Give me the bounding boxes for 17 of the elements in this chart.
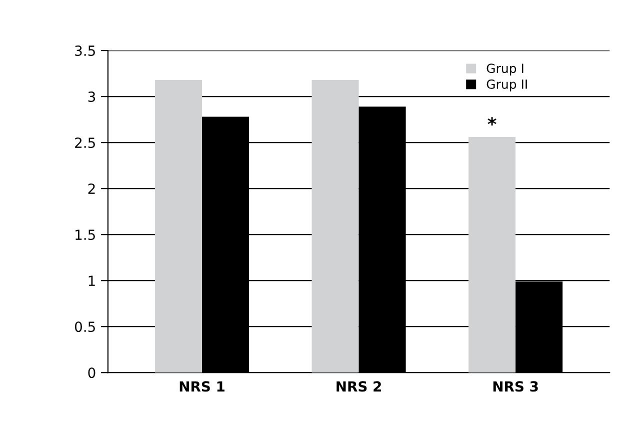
y-tick-label: 0	[88, 368, 96, 378]
bar	[312, 80, 359, 373]
y-tick-label: 3.5	[75, 45, 95, 56]
legend-label: Grup I	[486, 64, 524, 76]
y-tick-label: 2.5	[75, 138, 95, 148]
legend-label: Grup II	[486, 79, 527, 92]
bar	[154, 80, 202, 373]
y-tick-label: 1	[88, 276, 95, 286]
x-tick-label: NRS 1	[180, 381, 224, 392]
y-tick-label: 1.5	[76, 230, 95, 240]
y-tick-label: 0.5	[74, 322, 95, 332]
x-tick-label: NRS 2	[336, 381, 381, 392]
x-tick-label: NRS 3	[493, 381, 538, 392]
y-tick-label: 3	[88, 92, 96, 102]
bar	[468, 137, 516, 373]
y-tick-label: 2	[88, 184, 95, 194]
annotation: *	[488, 117, 496, 126]
